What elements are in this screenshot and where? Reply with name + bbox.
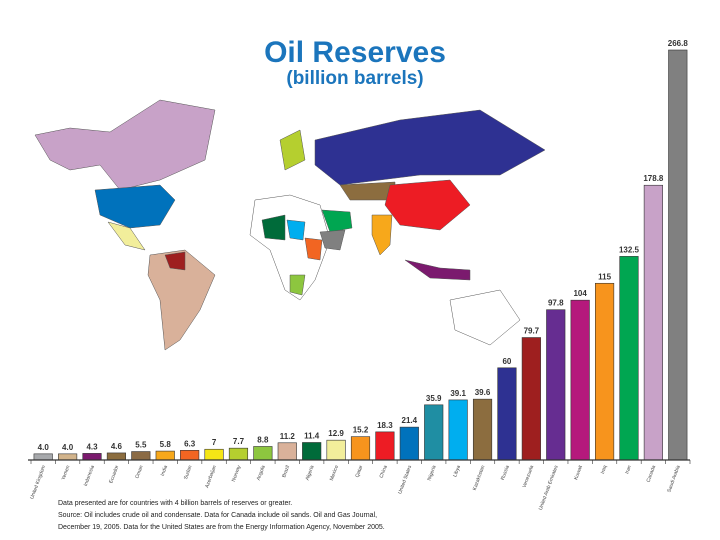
value-label: 4.6 (111, 442, 123, 451)
x-tick-label: Saudi Arabia (666, 464, 681, 493)
bar (399, 426, 419, 461)
bar (497, 367, 517, 461)
x-tick-label: United Arab Emirates (538, 464, 560, 511)
value-label: 12.9 (328, 429, 344, 438)
x-tick-label: Norway (231, 464, 243, 482)
bar (594, 282, 615, 461)
value-label: 8.8 (257, 435, 269, 444)
note: Data presented are for countries with 4 … (58, 500, 292, 507)
value-label: 4.3 (86, 442, 98, 451)
x-tick-label: United States (397, 464, 413, 495)
bar (33, 453, 53, 461)
x-tick-label: India (160, 464, 169, 476)
x-tick-label: Libya (452, 464, 462, 477)
x-tick-label: Qatar (354, 464, 364, 478)
value-label: 5.5 (135, 441, 147, 450)
note: December 19, 2005. Data for the United S… (58, 524, 385, 531)
value-label: 115 (598, 272, 611, 281)
x-tick-label: Kuwait (573, 464, 584, 481)
bar (253, 446, 273, 461)
x-tick-label: Iran (624, 464, 633, 474)
value-label: 39.6 (475, 388, 491, 397)
x-tick-label: Venezuela (522, 464, 536, 488)
x-tick-label: Indonesia (83, 464, 96, 487)
value-label: 7 (212, 438, 217, 447)
value-label: 35.9 (426, 394, 442, 403)
bar (228, 447, 249, 461)
x-tick-label: Oman (134, 464, 144, 479)
bar (106, 452, 127, 461)
x-tick-label: Angola (256, 464, 267, 481)
x-tick-label: China (379, 464, 389, 479)
value-label: 15.2 (353, 426, 369, 435)
chart-subtitle: (billion barrels) (286, 68, 423, 89)
bar (350, 436, 371, 461)
bar (58, 453, 78, 461)
value-label: 18.3 (377, 421, 393, 430)
bar (570, 299, 590, 461)
bar (131, 451, 151, 461)
x-tick-label: Ecuador (108, 464, 120, 484)
x-tick-label: Brazil (281, 465, 291, 479)
x-tick-label: Canada (646, 464, 658, 483)
value-label: 266.8 (668, 39, 689, 48)
bar (472, 398, 493, 461)
value-label: 4.0 (62, 443, 74, 452)
value-label: 104 (573, 289, 587, 298)
value-label: 79.7 (524, 327, 540, 336)
chart-title: Oil Reserves (264, 36, 446, 69)
x-tick-label: Nigeria (427, 464, 438, 481)
bar (448, 399, 468, 461)
bar (619, 256, 639, 461)
world-map (34, 99, 546, 351)
value-label: 7.7 (233, 437, 245, 446)
bar (277, 442, 297, 461)
bar (204, 448, 224, 461)
bar (375, 431, 395, 461)
x-tick-label: Algeria (305, 464, 316, 481)
bar (302, 442, 322, 461)
bar (326, 439, 346, 461)
x-tick-label: Mexico (329, 464, 340, 481)
value-label: 5.8 (160, 440, 172, 449)
bar (521, 337, 541, 461)
value-label: 11.2 (280, 432, 296, 441)
bar (643, 184, 663, 461)
x-tick-label: Azerbaijan (204, 464, 218, 488)
x-tick-label: Kazakhstan (472, 464, 487, 491)
value-label: 4.0 (38, 443, 50, 452)
value-label: 21.4 (402, 416, 418, 425)
x-tick-label: Yemen (61, 464, 72, 481)
x-tick-label: Iraq (600, 464, 609, 474)
bar (180, 450, 200, 461)
x-tick-label: United Kingdom (29, 465, 47, 500)
note: Source: Oil includes crude oil and conde… (58, 512, 377, 519)
bar (82, 453, 102, 461)
value-label: 60 (502, 357, 511, 366)
value-label: 97.8 (548, 299, 564, 308)
value-label: 6.3 (184, 439, 196, 448)
bar (546, 309, 566, 461)
x-tick-label: Russia (500, 464, 511, 481)
value-label: 132.5 (619, 245, 640, 254)
bar (668, 49, 688, 461)
bar (424, 404, 444, 461)
bar (155, 450, 175, 461)
value-label: 11.4 (304, 431, 320, 440)
value-label: 39.1 (450, 389, 466, 398)
value-label: 178.8 (643, 174, 664, 183)
x-tick-label: Sudan (183, 464, 194, 480)
